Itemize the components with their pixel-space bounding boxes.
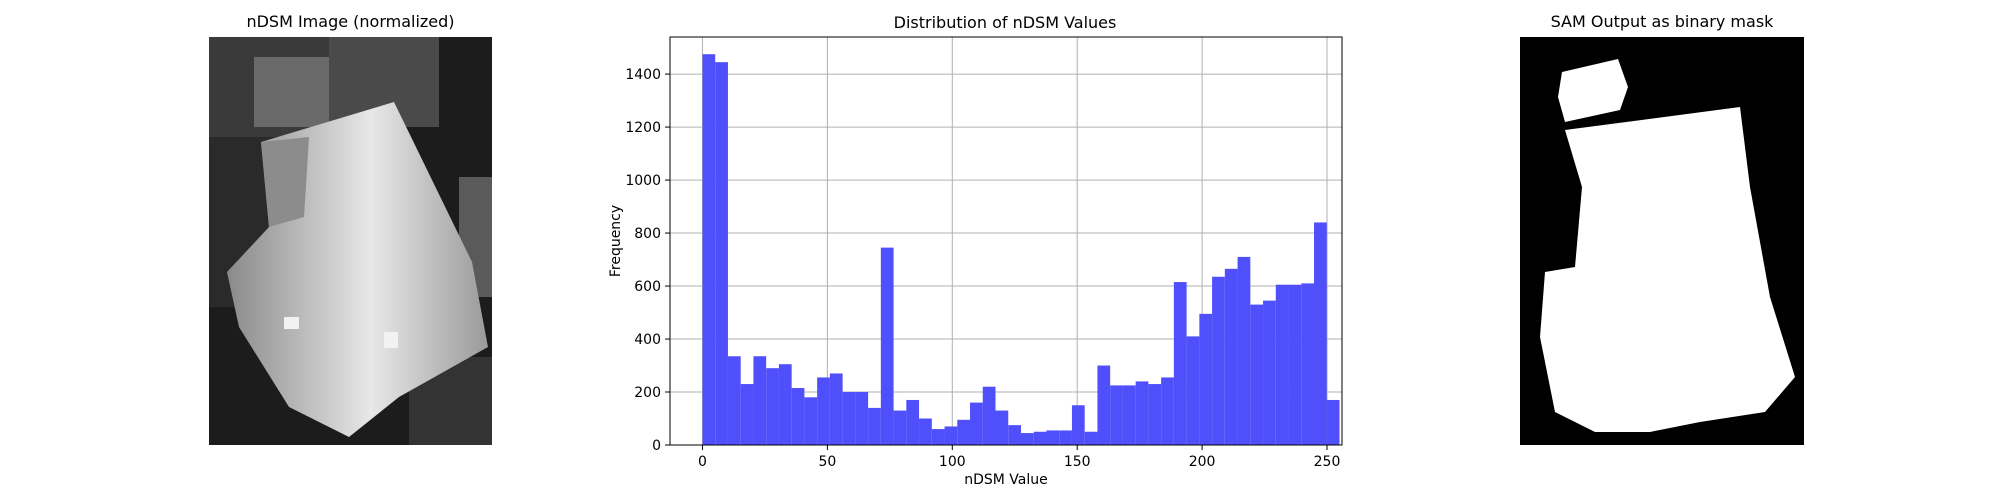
- x-tick-label: 200: [1189, 454, 1216, 470]
- chart-title: Distribution of nDSM Values: [894, 13, 1117, 32]
- histogram-bar: [1008, 425, 1021, 445]
- histogram-bar: [1071, 405, 1085, 445]
- histogram-bar: [1148, 384, 1162, 445]
- histogram-bar: [1237, 256, 1251, 445]
- histogram-bar: [1110, 385, 1123, 445]
- histogram-bar: [1263, 300, 1276, 445]
- histogram-bar: [995, 410, 1009, 445]
- histogram-bar: [893, 410, 907, 445]
- y-tick-label: 600: [634, 279, 661, 295]
- y-tick-label: 1400: [625, 67, 661, 83]
- histogram-bar: [1314, 222, 1327, 445]
- x-tick-label: 50: [818, 454, 836, 470]
- histogram-bar: [1199, 313, 1213, 445]
- histogram-bar: [1250, 304, 1264, 445]
- y-axis-label: Frequency: [608, 205, 624, 277]
- histogram-bar: [702, 54, 716, 446]
- sam-mask-title: SAM Output as binary mask: [1550, 12, 1774, 31]
- histogram-bar: [868, 407, 881, 445]
- y-tick-label: 1000: [625, 173, 661, 189]
- sam-binary-mask: [1520, 37, 1804, 445]
- histogram-bar: [970, 402, 983, 445]
- histogram-bar: [1326, 399, 1340, 445]
- histogram-bar: [1212, 276, 1225, 445]
- histogram-bar: [1046, 430, 1060, 445]
- histogram-bar: [842, 392, 856, 445]
- histogram-bar: [880, 247, 894, 445]
- histogram-bar: [1084, 431, 1098, 445]
- histogram-bar: [1020, 433, 1034, 445]
- histogram-bar: [931, 429, 945, 445]
- histogram-bar: [906, 399, 920, 445]
- histogram-bar: [778, 364, 792, 445]
- histogram-bar: [1033, 431, 1047, 445]
- histogram-bar: [1224, 268, 1238, 445]
- y-tick-label: 1200: [625, 120, 661, 136]
- histogram-bar: [1059, 430, 1072, 445]
- x-tick-label: 0: [698, 454, 707, 470]
- histogram-bar: [919, 418, 932, 445]
- plot-frame: [669, 36, 1343, 446]
- x-tick-label: 100: [939, 454, 966, 470]
- histogram-bar: [804, 397, 818, 445]
- histogram-bar: [817, 377, 830, 445]
- histogram-bar: [957, 419, 971, 445]
- histogram-bar: [1186, 336, 1200, 445]
- ndsm-image-title: nDSM Image (normalized): [246, 12, 455, 31]
- histogram-bar: [766, 368, 779, 445]
- ndsm-image: [209, 37, 492, 445]
- x-tick-label: 150: [1064, 454, 1091, 470]
- histogram-bar: [715, 62, 728, 446]
- x-axis-label: nDSM Value: [964, 472, 1048, 488]
- histogram-bar: [1275, 284, 1289, 445]
- histogram-bar: [791, 388, 805, 445]
- histogram-bar: [982, 386, 996, 445]
- histogram-bar: [1097, 365, 1111, 445]
- histogram-bar: [944, 426, 958, 445]
- histogram-bar: [1122, 385, 1136, 445]
- y-tick-label: 200: [634, 385, 661, 401]
- x-tick-label: 250: [1314, 454, 1341, 470]
- histogram-bar: [727, 356, 741, 445]
- histogram-bar: [1301, 283, 1315, 445]
- y-tick-label: 800: [634, 226, 661, 242]
- histogram-bar: [740, 384, 754, 445]
- histogram-bar: [829, 373, 843, 445]
- histogram-bar: [1135, 381, 1149, 445]
- y-tick-label: 400: [634, 332, 661, 348]
- y-tick-label: 0: [652, 438, 661, 454]
- histogram-bar: [855, 392, 869, 445]
- histogram-bar: [1288, 284, 1302, 445]
- histogram-bar: [1173, 282, 1187, 445]
- histogram-bar: [753, 356, 767, 445]
- histogram-bar: [1161, 377, 1174, 445]
